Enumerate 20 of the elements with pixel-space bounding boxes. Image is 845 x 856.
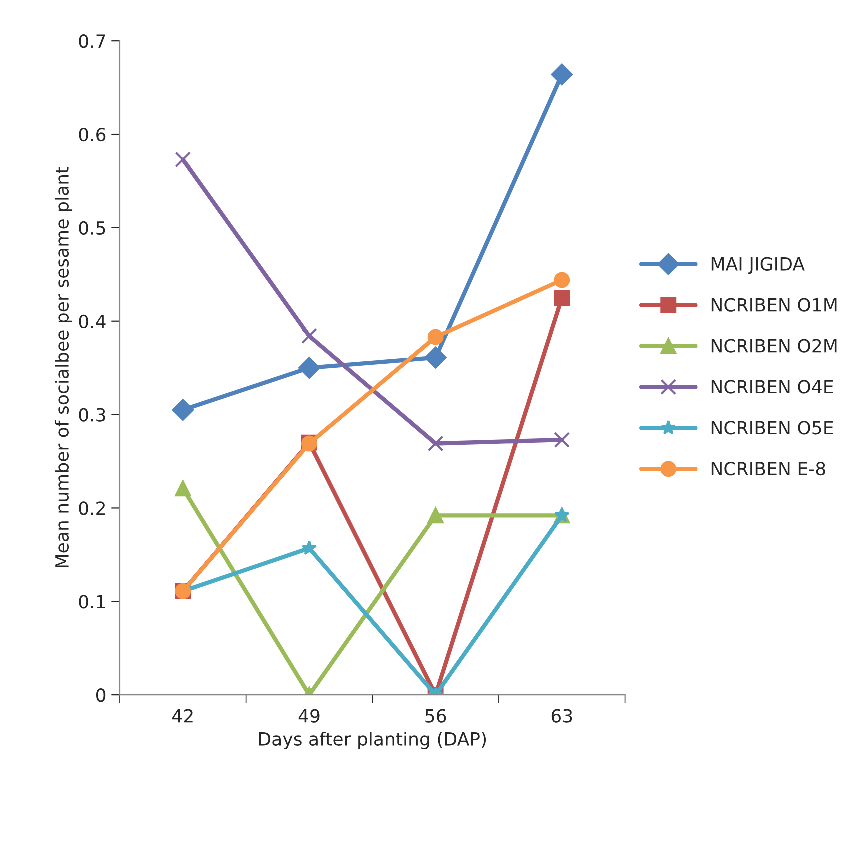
x-axis-title: Days after planting (DAP) bbox=[259, 732, 486, 750]
x-tick-label: 56 bbox=[426, 709, 446, 723]
legend-label: MAI JIGIDA bbox=[712, 257, 805, 274]
legend-label: NCRIBEN O2M bbox=[712, 339, 837, 353]
y-axis-title: Mean number of socialbee per sesame plant bbox=[55, 167, 73, 568]
legend-label: NCRIBEN O4E bbox=[712, 380, 834, 394]
x-tick-label: 63 bbox=[552, 709, 572, 723]
y-tick-label: 0.5 bbox=[79, 221, 106, 236]
y-tick-label: 0.6 bbox=[79, 128, 106, 142]
y-tick-label: 0.4 bbox=[79, 314, 106, 328]
y-tick-label: 0.2 bbox=[79, 502, 105, 516]
y-tick-label: 0 bbox=[96, 688, 106, 702]
y-tick-label: 0.3 bbox=[79, 408, 106, 422]
y-tick-label: 0.7 bbox=[79, 34, 106, 48]
x-tick-label: 49 bbox=[298, 709, 320, 723]
legend-label: NCRIBEN E-8 bbox=[712, 462, 826, 476]
y-tick-label: 0.1 bbox=[79, 595, 106, 609]
legend-label: NCRIBEN O1M bbox=[712, 298, 837, 312]
x-tick-label: 42 bbox=[172, 709, 193, 723]
legend-label: NCRIBEN O5E bbox=[712, 421, 834, 435]
